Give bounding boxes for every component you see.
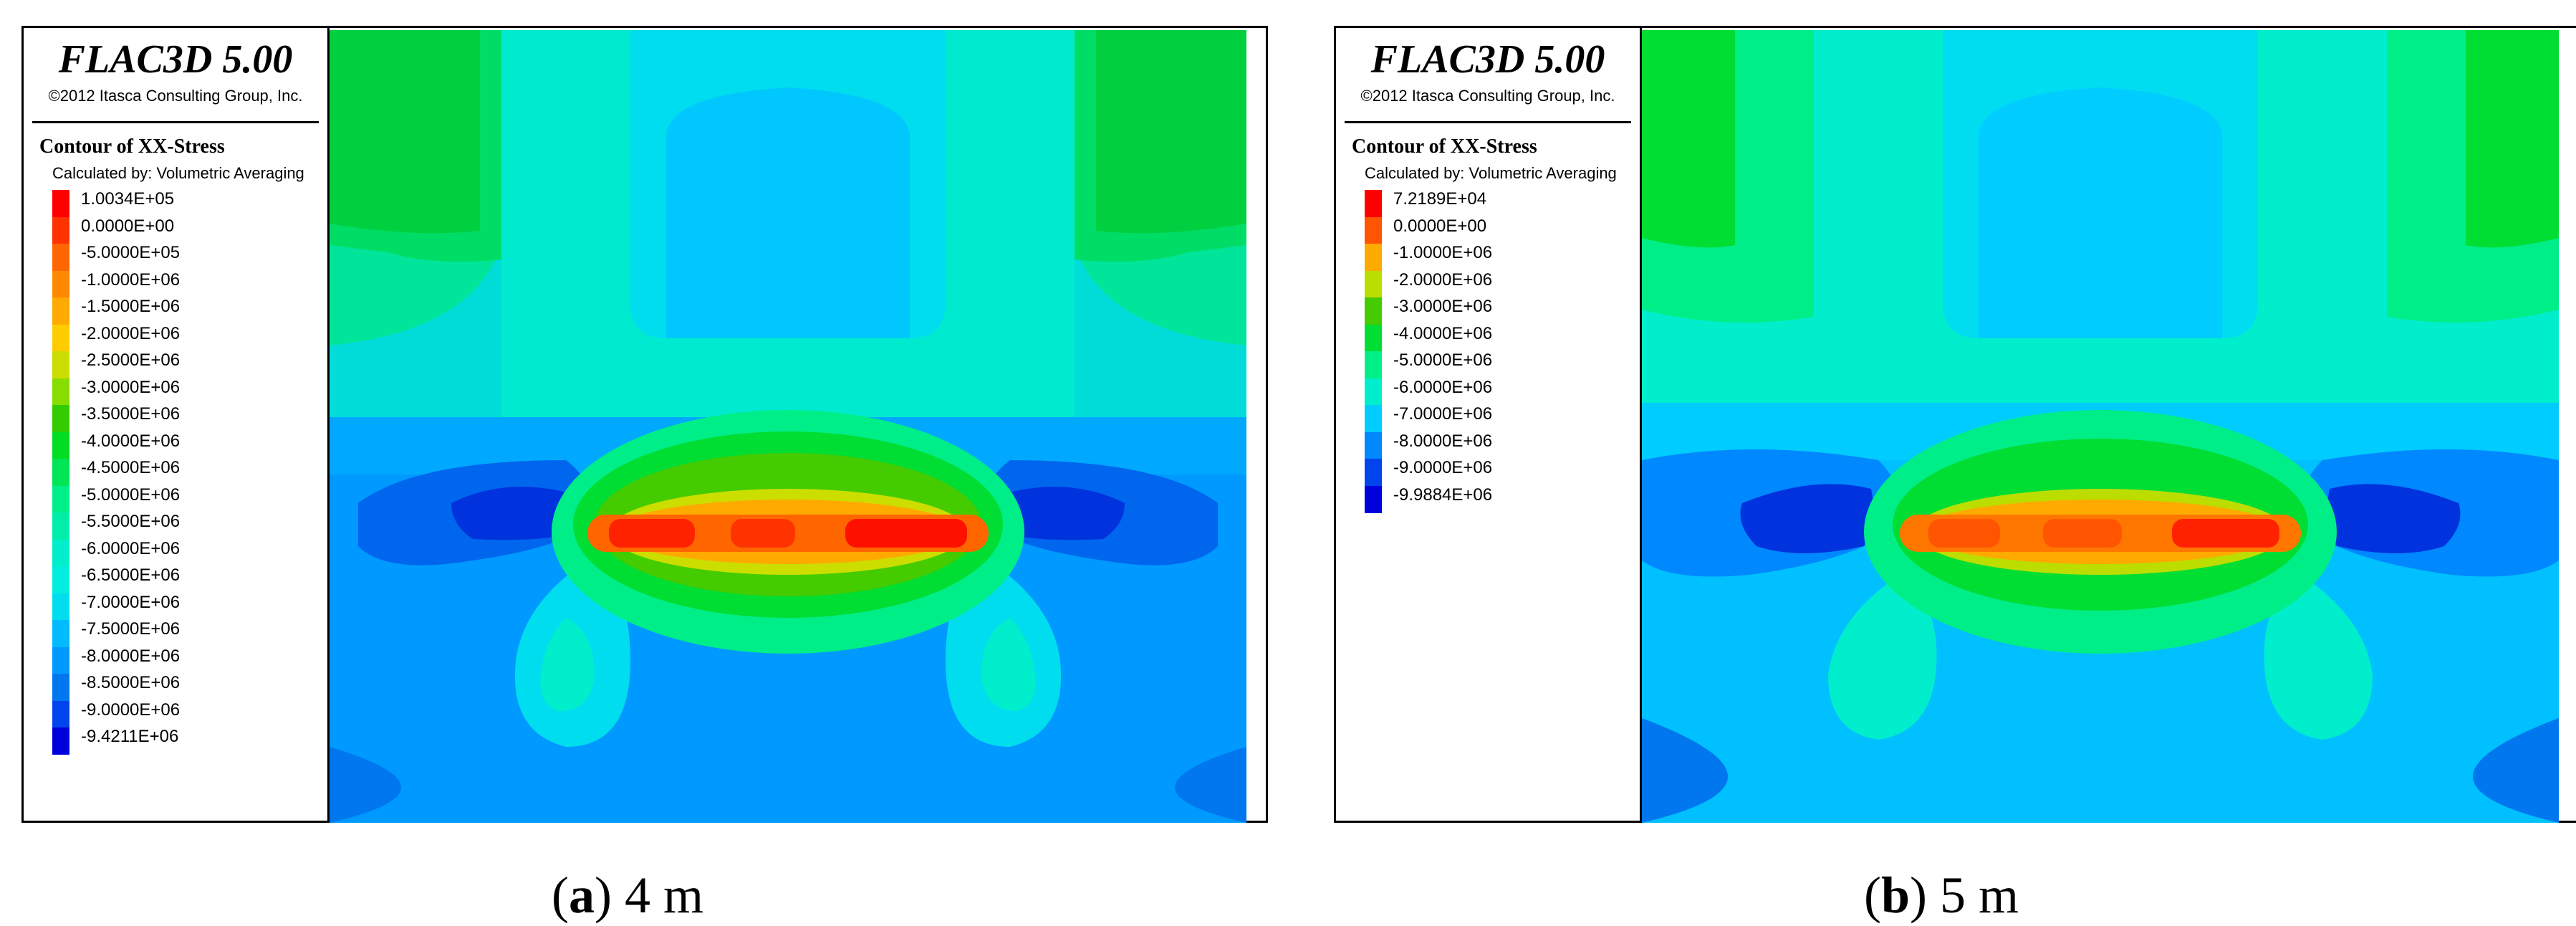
legend-swatch [52,593,69,621]
legend-swatch [52,378,69,406]
figure-frame: FLAC3D 5.00 ©2012 Itasca Consulting Grou… [1334,26,2576,823]
contour-title: Contour of XX-Stress [39,135,225,158]
legend-label: -2.0000E+06 [81,323,181,343]
legend-label: -4.5000E+06 [81,458,181,477]
legend-swatch [1365,378,1382,406]
legend-swatch [1365,324,1382,352]
software-title: FLAC3D 5.00 [58,37,293,82]
legend-swatch [1365,405,1382,432]
legend-label: -4.0000E+06 [81,431,181,451]
software-title: FLAC3D 5.00 [1370,37,1605,82]
copyright-text: ©2012 Itasca Consulting Group, Inc. [1360,87,1615,105]
legend-swatch [52,190,69,217]
legend-label: -8.0000E+06 [1393,431,1493,451]
legend-label: -5.0000E+06 [1393,350,1493,370]
legend-label: -3.0000E+06 [81,377,181,397]
legend-swatch [1365,297,1382,325]
contour-title: Contour of XX-Stress [1352,135,1537,158]
legend-label: 1.0034E+05 [81,189,175,209]
legend-label: -6.0000E+06 [81,538,181,558]
legend-label: -6.5000E+06 [81,565,181,585]
legend-swatch [52,727,69,755]
divider [1345,121,1631,123]
legend-swatch [52,674,69,701]
contour-plot-svg [1642,30,2559,823]
legend-label: 0.0000E+00 [1393,216,1487,236]
method-text: Calculated by: Volumetric Averaging [1365,164,1617,182]
legend-label: -9.4211E+06 [81,727,179,746]
legend-swatch [1365,216,1382,244]
panel-b: FLAC3D 5.00 ©2012 Itasca Consulting Grou… [1334,26,2576,924]
method-text: Calculated by: Volumetric Averaging [52,164,304,182]
legend-swatch [52,324,69,352]
legend-label: -7.0000E+06 [81,592,181,612]
panel-a: FLAC3D 5.00 ©2012 Itasca Consulting Grou… [21,26,1268,924]
legend-swatch [52,700,69,728]
legend-swatch [52,216,69,244]
legend-swatch [52,431,69,459]
legend-label: -6.0000E+06 [1393,377,1493,397]
legend-label: -5.0000E+05 [81,243,181,262]
legend-swatch [1365,351,1382,378]
divider [32,121,319,123]
contour-plot [330,30,1246,823]
copyright-text: ©2012 Itasca Consulting Group, Inc. [48,87,303,105]
legend-label: -8.5000E+06 [81,673,181,692]
legend-label: -5.5000E+06 [81,512,181,531]
legend-swatch [1365,459,1382,486]
legend-label: -9.0000E+06 [81,700,181,720]
legend-swatch [52,244,69,271]
legend-swatch [1365,431,1382,459]
legend-label: -5.0000E+06 [81,485,181,505]
legend-swatch [52,459,69,486]
contour-plot [1642,30,2559,823]
legend-label: -1.5000E+06 [81,297,181,316]
legend-swatch [1365,270,1382,298]
legend-label: -9.0000E+06 [1393,458,1493,477]
legend-swatch [52,270,69,298]
legend-swatch [52,512,69,540]
caption-a: (a) 4 m [552,867,703,924]
legend-label: -3.0000E+06 [1393,297,1493,316]
legend-label: -3.5000E+06 [81,404,181,424]
legend-label: -1.0000E+06 [81,269,181,290]
legend-label: 7.2189E+04 [1393,189,1487,209]
contour-plot-svg [330,30,1246,823]
legend-swatch [52,646,69,674]
legend-label: -2.0000E+06 [1393,269,1493,290]
legend-swatch [1365,244,1382,271]
legend-box: FLAC3D 5.00 ©2012 Itasca Consulting Grou… [24,28,330,821]
legend-swatch [52,351,69,378]
caption-letter: a [568,867,595,924]
legend-swatch [52,297,69,325]
legend-label: -4.0000E+06 [1393,323,1493,343]
legend-label: -1.0000E+06 [1393,243,1493,262]
caption-text: 4 m [624,867,703,924]
legend-swatch [52,485,69,513]
legend-label: -8.0000E+06 [81,646,181,666]
legend-swatch [1365,485,1382,513]
legend-label: -9.9884E+06 [1393,485,1493,505]
caption-text: 5 m [1940,867,2019,924]
legend-label: -2.5000E+06 [81,350,181,370]
legend-label: -7.0000E+06 [1393,404,1493,424]
caption-b: (b) 5 m [1864,867,2019,924]
legend-swatch [1365,190,1382,217]
legend-swatch [52,620,69,647]
caption-letter: b [1880,867,1911,924]
legend-swatch [52,539,69,567]
legend-swatch [52,566,69,593]
legend-swatch [52,405,69,432]
legend-label: -7.5000E+06 [81,619,181,639]
legend-label: 0.0000E+00 [81,216,175,236]
figure-frame: FLAC3D 5.00 ©2012 Itasca Consulting Grou… [21,26,1268,823]
legend-box: FLAC3D 5.00 ©2012 Itasca Consulting Grou… [1336,28,1642,821]
